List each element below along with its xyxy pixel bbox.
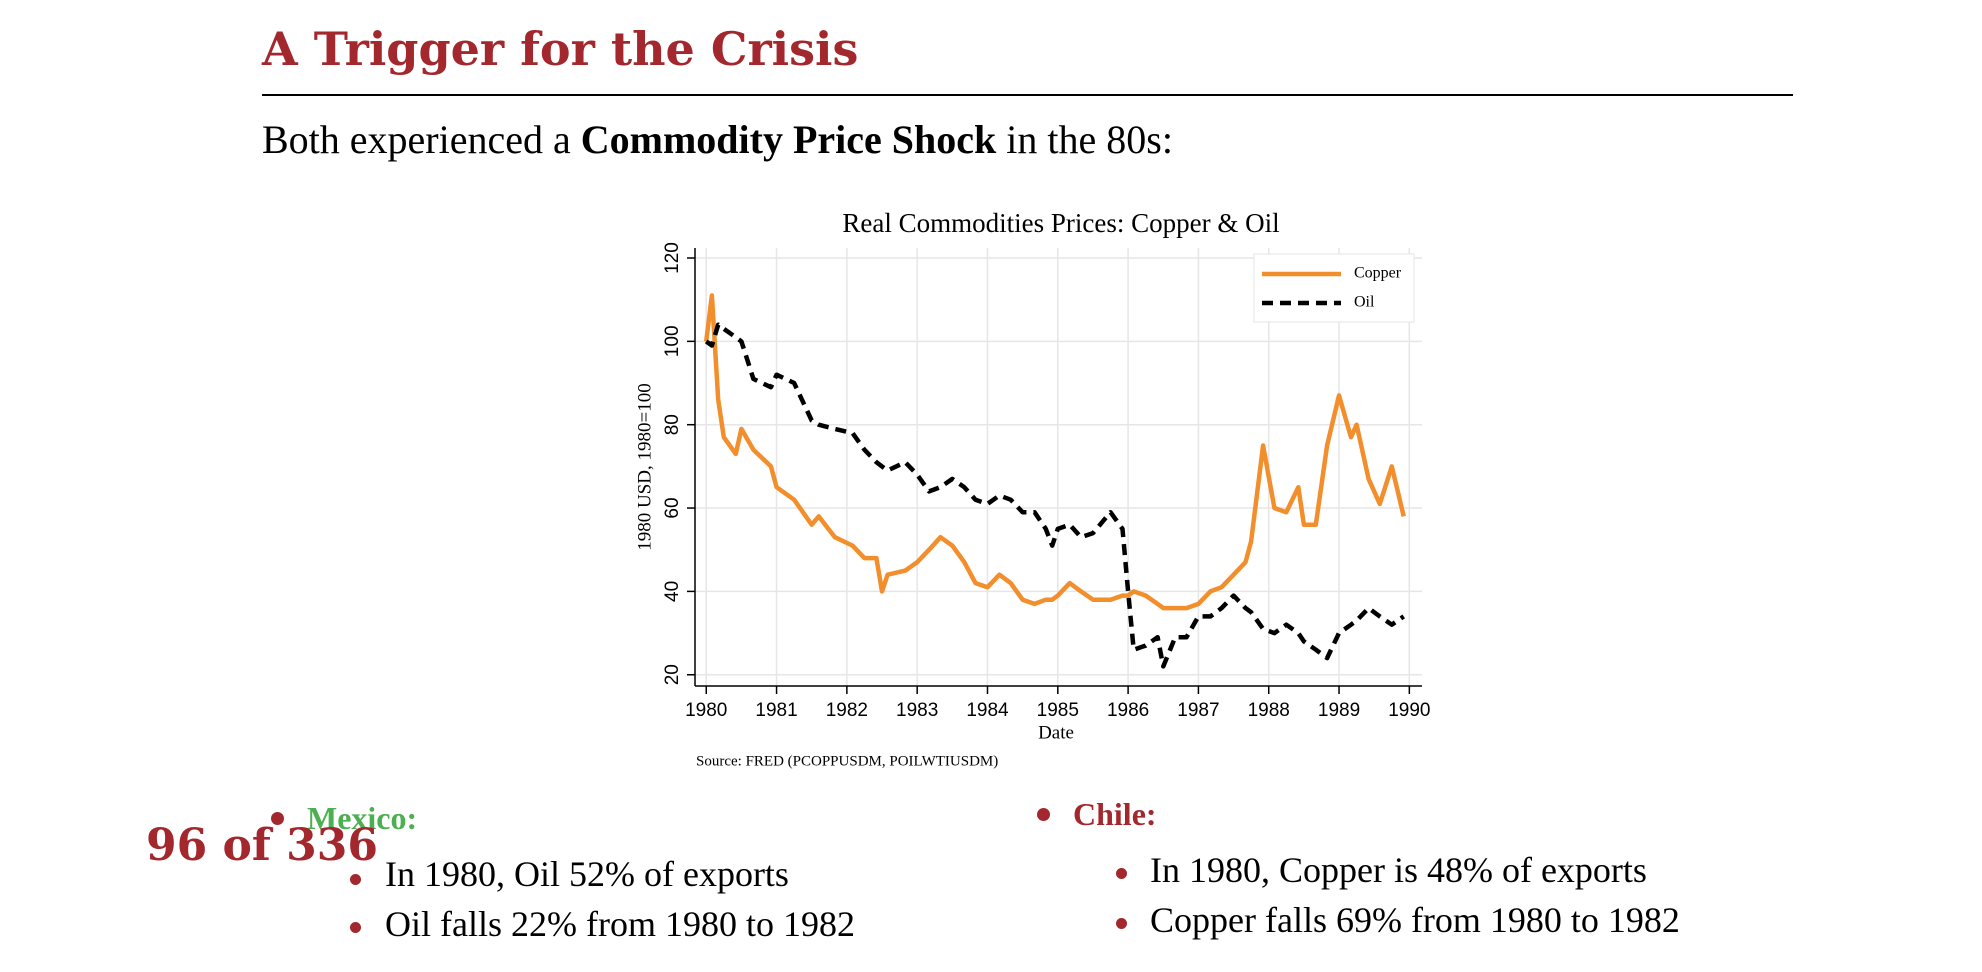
series-line [704, 322, 1405, 669]
y-axis-label: 1980 USD, 1980=100 [634, 383, 655, 550]
x-tick-label: 1985 [1037, 700, 1079, 721]
subtitle: Both experienced a Commodity Price Shock… [262, 116, 1173, 163]
sub-bullet [1116, 918, 1127, 929]
x-tick-label: 1982 [826, 700, 868, 721]
bullet-heading: Mexico: [307, 800, 418, 836]
series-line [703, 293, 1406, 611]
chart-title: Real Commodities Prices: Copper & Oil [842, 208, 1279, 238]
x-tick-label: 1988 [1248, 700, 1290, 721]
bullet-item: In 1980, Oil 52% of exports [385, 854, 789, 894]
y-tick-label: 100 [662, 325, 683, 357]
x-tick-label: 1983 [896, 700, 938, 721]
subtitle-bold: Commodity Price Shock [580, 117, 997, 162]
title-rule [262, 94, 1793, 96]
x-tick-label: 1986 [1107, 700, 1149, 721]
x-tick-label: 1984 [966, 700, 1009, 721]
legend-box [1253, 253, 1415, 323]
x-axis-label: Date [1038, 722, 1074, 743]
y-tick-label: 20 [662, 664, 683, 685]
bullet [1037, 808, 1050, 821]
subtitle-text: in the 80s: [996, 117, 1173, 162]
bullet-heading: Chile: [1073, 796, 1157, 832]
y-tick-label: 120 [662, 242, 683, 274]
x-tick-label: 1990 [1388, 700, 1430, 721]
x-tick-label: 1987 [1177, 700, 1219, 721]
sub-bullet [1116, 868, 1127, 879]
x-tick-label: 1980 [685, 700, 727, 721]
y-tick-label: 40 [662, 581, 683, 602]
subtitle-text: Both experienced a [262, 117, 581, 162]
page-number: 96 of 336 [146, 820, 378, 871]
y-tick-label: 80 [662, 414, 683, 435]
legend-label: Copper [1354, 265, 1402, 282]
x-tick-label: 1989 [1318, 700, 1360, 721]
x-tick-label: 1981 [755, 700, 797, 721]
bullet [271, 812, 284, 825]
legend-label: Oil [1354, 294, 1375, 311]
bullet-item: Oil falls 22% from 1980 to 1982 [385, 904, 855, 944]
slide-title: A Trigger for the Crisis [262, 22, 859, 76]
y-tick-label: 60 [662, 497, 683, 518]
sub-bullet [350, 874, 361, 885]
sub-bullet [350, 922, 361, 933]
chart-source: Source: FRED (PCOPPUSDM, POILWTIUSDM) [696, 753, 998, 769]
bullet-item: Copper falls 69% from 1980 to 1982 [1150, 900, 1680, 940]
bullet-item: In 1980, Copper is 48% of exports [1150, 850, 1647, 890]
